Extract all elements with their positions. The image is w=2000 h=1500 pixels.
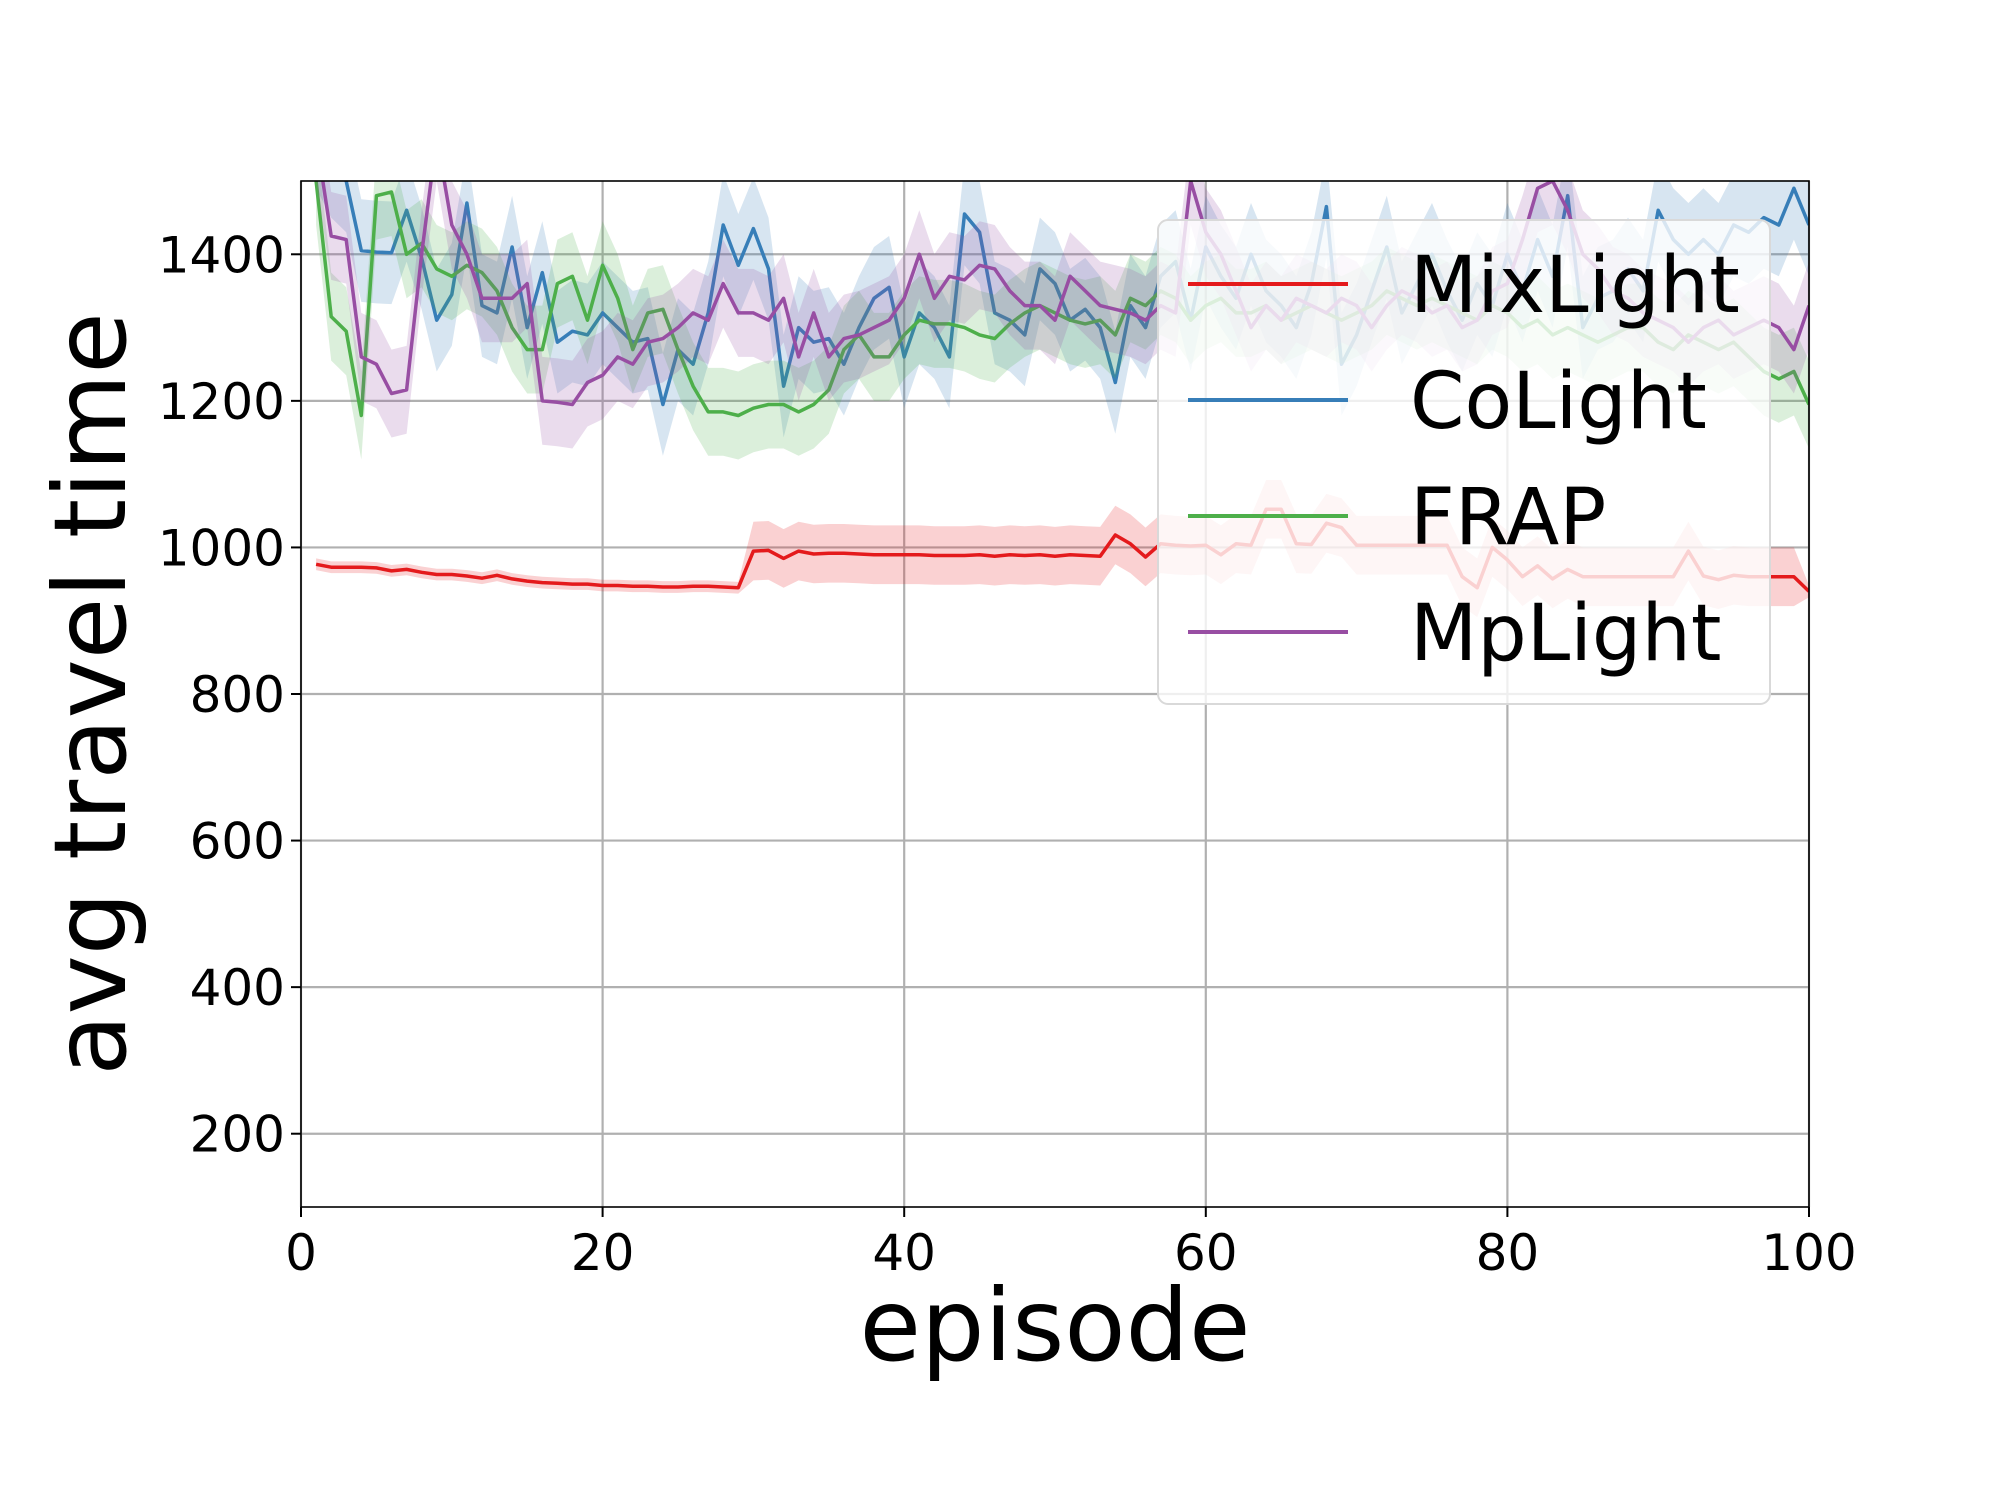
x-tick-label: 20 (571, 1224, 635, 1282)
y-tick-label: 1200 (158, 373, 285, 431)
y-axis-title: avg travel time (32, 312, 149, 1076)
x-tick-label: 100 (1761, 1224, 1856, 1282)
y-tick-label: 800 (190, 666, 285, 724)
legend-label-mixlight: MixLight (1410, 241, 1740, 331)
legend-label-mplight: MpLight (1410, 589, 1721, 679)
legend-label-colight: CoLight (1410, 357, 1707, 447)
x-tick-label: 0 (285, 1224, 317, 1282)
frap-band (316, 181, 1809, 460)
y-tick-label: 400 (190, 959, 285, 1017)
ticks: 0 20 40 60 80 100 200 400 600 800 1000 1200 1400 (158, 226, 1857, 1282)
legend: MixLight CoLight FRAP MpLight (1157, 219, 1771, 705)
x-tick-label: 40 (872, 1224, 936, 1282)
legend-label-frap: FRAP (1410, 473, 1606, 563)
legend-box (1157, 219, 1771, 705)
x-tick-label: 80 (1476, 1224, 1540, 1282)
y-tick-label: 1000 (158, 519, 285, 577)
y-tick-label: 1400 (158, 226, 285, 284)
mplight-line (321, 181, 1809, 407)
y-tick-label: 600 (190, 813, 285, 871)
mixlight-band (316, 480, 1809, 618)
y-tick-label: 200 (190, 1106, 285, 1164)
x-tick-label: 60 (1174, 1224, 1238, 1282)
x-axis-title: episode (859, 1267, 1250, 1384)
mplight-band (316, 181, 1809, 449)
